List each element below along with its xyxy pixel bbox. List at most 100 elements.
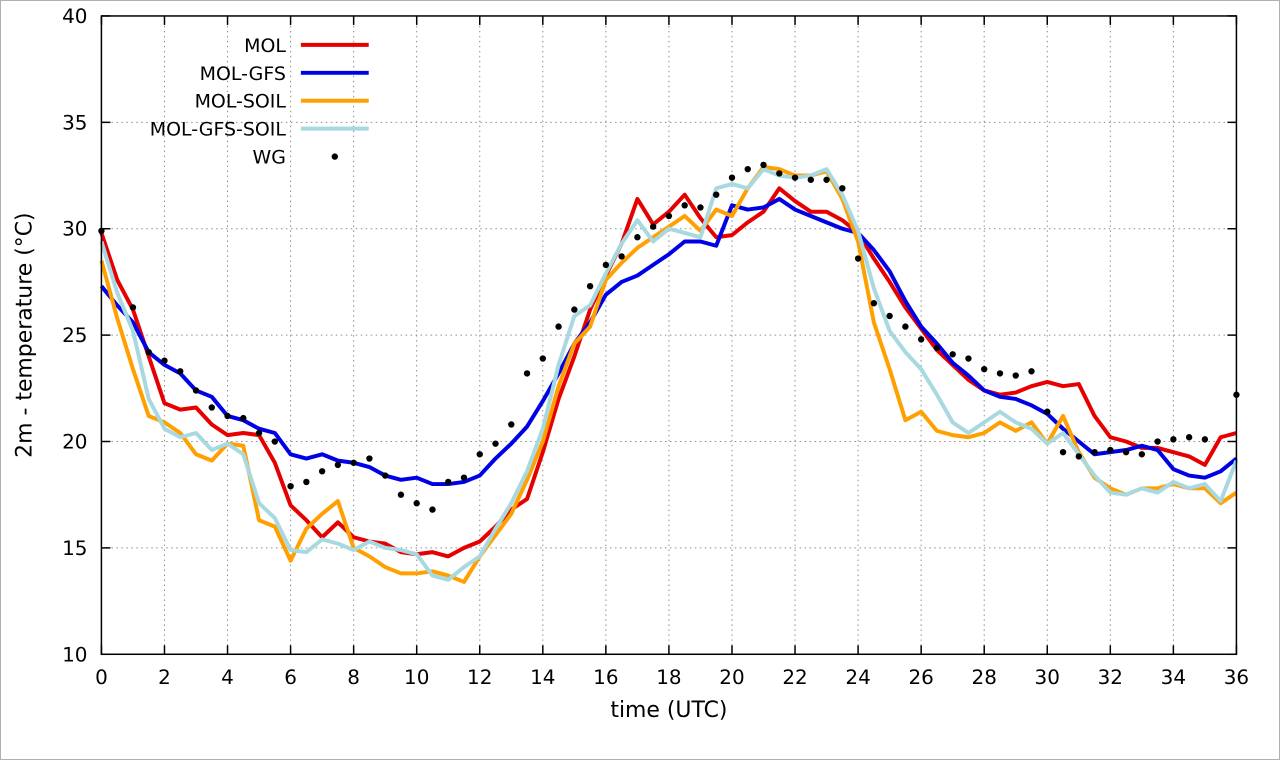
legend-label: MOL-GFS: [200, 63, 286, 85]
y-axis-title: 2m - temperature (°C): [13, 212, 38, 457]
series-point-WG: [571, 306, 578, 313]
x-tick-label: 8: [347, 665, 360, 689]
series-point-WG: [224, 412, 231, 420]
series-point-WG: [445, 478, 452, 486]
series-point-WG: [271, 438, 279, 445]
series-point-WG: [145, 348, 152, 356]
y-tick-label: 25: [62, 323, 87, 347]
series-point-WG: [870, 300, 878, 307]
x-tick-label: 32: [1098, 665, 1123, 689]
legend-label: WG: [253, 147, 286, 169]
series-point-WG: [949, 351, 956, 358]
series-point-WG: [649, 223, 657, 230]
series-point-WG: [287, 482, 294, 490]
data-series: [98, 161, 1240, 584]
x-tick-label: 10: [404, 665, 429, 689]
series-line-MOL-GFS-SOIL: [99, 167, 1239, 582]
series-point-WG: [539, 355, 547, 362]
series-point-WG: [1028, 368, 1035, 375]
series-point-WG: [965, 355, 972, 362]
series-point-WG: [933, 344, 941, 352]
series-point-WG: [1012, 372, 1019, 379]
series-point-WG: [1091, 448, 1098, 456]
x-tick-label: 14: [530, 665, 555, 689]
x-tick-label: 28: [972, 665, 997, 689]
series-point-WG: [1075, 453, 1082, 460]
x-tick-label: 16: [593, 665, 618, 689]
series-point-WG: [161, 357, 168, 364]
series-point-WG: [192, 387, 200, 394]
series-point-WG: [255, 429, 263, 437]
series-point-WG: [744, 165, 751, 173]
series-point-WG: [1122, 448, 1130, 456]
series-point-WG: [634, 234, 641, 241]
series-point-WG: [618, 253, 625, 260]
legend-label: MOL-GFS-SOIL: [150, 119, 287, 141]
x-tick-label: 36: [1224, 665, 1249, 689]
x-axis-title: time (UTC): [610, 698, 727, 723]
x-tick-label: 6: [284, 665, 297, 689]
legend: MOL MOL-GFS MOL-SOIL MOL-GFS-SOIL WG: [150, 35, 369, 169]
series-point-WG: [1170, 436, 1177, 443]
series-point-WG: [460, 474, 468, 481]
y-tick-label: 40: [62, 4, 87, 28]
series-point-WG: [334, 461, 342, 469]
series-point-WG: [665, 212, 673, 220]
series-point-WG: [555, 323, 562, 330]
series-point-WG: [823, 176, 830, 183]
x-tick-label: 24: [845, 665, 870, 689]
series-point-WG: [839, 185, 846, 192]
series-point-WG: [1044, 408, 1051, 415]
x-tick-label: 12: [467, 665, 492, 689]
series-point-WG: [760, 161, 767, 169]
series-point-WG: [917, 336, 925, 343]
x-tick-label: 18: [656, 665, 681, 689]
series-line-MOL: [99, 186, 1237, 559]
x-tick-label: 22: [782, 665, 807, 689]
series-point-WG: [177, 368, 184, 375]
x-tick-label: 26: [908, 665, 933, 689]
series-point-WG: [981, 365, 988, 373]
series-point-WG: [886, 312, 893, 320]
series-point-WG: [681, 202, 688, 209]
series-point-WG: [791, 174, 799, 181]
x-tick-label: 4: [221, 665, 234, 689]
legend-point-sample: [331, 153, 338, 160]
series-point-WG: [429, 506, 436, 513]
series-point-WG: [602, 261, 610, 269]
series-point-WG: [397, 491, 405, 498]
legend-label: MOL-SOIL: [195, 91, 287, 113]
series-point-WG: [350, 459, 357, 466]
series-point-WG: [476, 451, 483, 458]
series-point-WG: [129, 304, 137, 311]
series-point-WG: [1154, 438, 1161, 445]
y-tick-label: 35: [62, 110, 87, 134]
series-point-WG: [713, 191, 720, 198]
series-point-WG: [902, 323, 909, 330]
series-point-WG: [586, 282, 594, 290]
series-point-WG: [1185, 434, 1193, 441]
axes: 0 2 4 6 8 10 12 14 16 18 20 22 24 26 28 30 32 34 361015202…: [62, 4, 1249, 689]
series-point-WG: [1107, 446, 1114, 454]
series-point-WG: [492, 440, 499, 447]
series-point-WG: [366, 455, 373, 462]
x-tick-label: 30: [1035, 665, 1060, 689]
y-tick-label: 15: [62, 536, 87, 560]
series-point-WG: [508, 421, 515, 428]
series-point-WG: [996, 370, 1004, 377]
series-point-WG: [240, 414, 247, 422]
series-point-WG: [1201, 436, 1209, 443]
series-point-WG: [1138, 451, 1146, 458]
x-tick-label: 2: [158, 665, 171, 689]
series-point-WG: [807, 176, 814, 183]
series-point-WG: [776, 170, 783, 177]
series-point-WG: [728, 174, 736, 181]
series-point-WG: [697, 204, 704, 211]
series-point-WG: [854, 255, 862, 262]
plot-border: [100, 15, 1238, 656]
series-point-WG: [523, 370, 531, 377]
legend-label: MOL: [244, 35, 286, 57]
y-tick-label: 20: [62, 429, 87, 453]
